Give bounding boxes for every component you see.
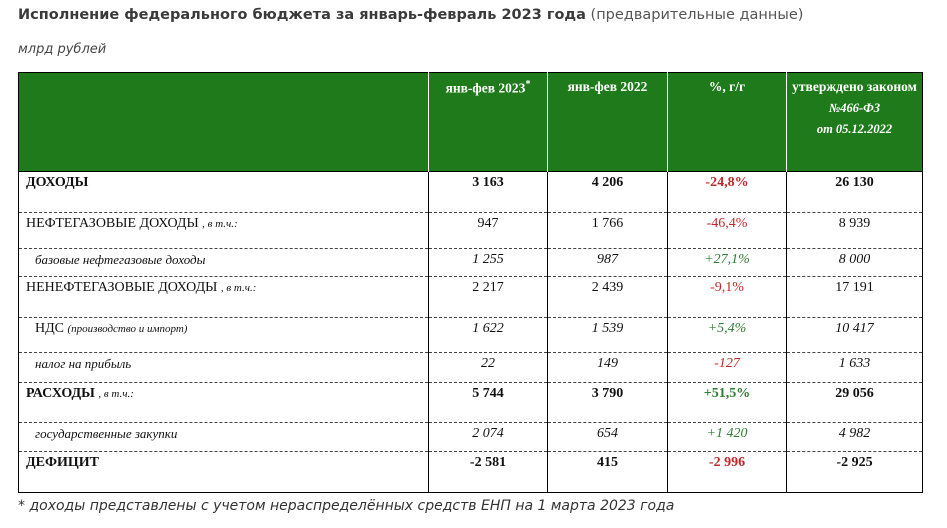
value-cell: 1 766 <box>547 212 668 249</box>
budget-table: янв-фев 2023* янв-фев 2022 %, г/г утвержден… <box>18 72 923 493</box>
label-text: НЕНЕФТЕГАЗОВЫЕ ДОХОДЫ <box>26 280 218 295</box>
label-text: базовые нефтегазовые доходы <box>35 252 206 267</box>
value-cell: +27,1% <box>667 248 787 277</box>
label-note: , в т.ч.: <box>202 218 238 230</box>
value-cell: 1 633 <box>786 352 923 383</box>
value-cell: 5 744 <box>428 382 548 423</box>
column-header: %, г/г <box>667 72 787 172</box>
value-cell: +1 420 <box>667 422 787 452</box>
table-row: НДС (производство и импорт) 1 622 1 539 +5,… <box>18 317 923 353</box>
value-cell: 2 439 <box>547 276 668 318</box>
label-note: (производство и импорт) <box>67 323 188 335</box>
value-cell: 1 622 <box>428 317 548 353</box>
label-note: , в т.ч.: <box>98 388 134 400</box>
label-text: ДЕФИЦИТ <box>26 455 100 470</box>
value-cell: 26 130 <box>786 171 923 213</box>
value-cell: 29 056 <box>786 382 923 423</box>
column-subtitle: от 05.12.2022 <box>816 122 893 136</box>
header-cell <box>18 72 429 172</box>
table-row: НЕНЕФТЕГАЗОВЫЕ ДОХОДЫ , в т.ч.: 2 217 2 43… <box>18 276 923 318</box>
value-cell: 415 <box>547 451 668 493</box>
table-row: ДЕФИЦИТ -2 581 415 -2 996 -2 925 <box>18 451 923 493</box>
title: Исполнение федерального бюджета за январ… <box>18 7 803 23</box>
value-cell: 1 255 <box>428 248 548 277</box>
column-title: янв-фев 2023 <box>445 80 526 96</box>
column-title: утверждено законом <box>792 79 917 94</box>
header-row: янв-фев 2023* янв-фев 2022 %, г/г утвержден… <box>18 72 923 172</box>
title-main: Исполнение федерального бюджета за январ… <box>18 7 586 23</box>
column-mark: * <box>525 79 531 90</box>
column-header: янв-фев 2022 <box>547 72 668 172</box>
label-text: НЕФТЕГАЗОВЫЕ ДОХОДЫ <box>26 216 199 231</box>
value-cell: 2 074 <box>428 422 548 452</box>
table-row: ДОХОДЫ 3 163 4 206 -24,8% 26 130 <box>18 171 923 213</box>
column-title: янв-фев 2022 <box>567 79 648 94</box>
value-cell: 2 217 <box>428 276 548 318</box>
column-header: утверждено законом №466-ФЗ от 05.12.2022 <box>786 72 923 172</box>
label-text: РАСХОДЫ <box>26 386 95 401</box>
footnote: * доходы представлены с учетом нераспред… <box>18 498 675 514</box>
value-cell: -24,8% <box>667 171 787 213</box>
value-cell: 4 206 <box>547 171 668 213</box>
value-cell: -2 996 <box>667 451 787 493</box>
value-cell: 1 539 <box>547 317 668 353</box>
label-note: , в т.ч.: <box>220 282 257 294</box>
table-row: базовые нефтегазовые доходы 1 255 987 +27,1… <box>18 248 923 277</box>
row-label: ДЕФИЦИТ <box>18 451 429 493</box>
value-cell: 8 939 <box>786 212 923 249</box>
row-label: государственные закупки <box>18 422 429 452</box>
value-cell: 3 163 <box>428 171 548 213</box>
table-row: налог на прибыль 22 149 -127 1 633 <box>18 352 923 383</box>
unit: млрд рублей <box>18 42 107 57</box>
value-cell: 149 <box>547 352 668 383</box>
value-cell: -46,4% <box>667 212 787 249</box>
row-label: НДС (производство и импорт) <box>18 317 429 353</box>
value-cell: -2 581 <box>428 451 548 493</box>
table-row: государственные закупки 2 074 654 +1 420 4 9… <box>18 422 923 452</box>
value-cell: +51,5% <box>667 382 787 423</box>
column-title: %, г/г <box>708 79 746 94</box>
title-note: (предварительные данные) <box>590 7 804 23</box>
row-label: ДОХОДЫ <box>18 171 429 213</box>
value-cell: -127 <box>667 352 787 383</box>
value-cell: 10 417 <box>786 317 923 353</box>
value-cell: 17 191 <box>786 276 923 318</box>
value-cell: 3 790 <box>547 382 668 423</box>
column-header: янв-фев 2023* <box>428 72 548 172</box>
label-text: государственные закупки <box>35 426 178 441</box>
label-text: налог на прибыль <box>35 356 132 371</box>
value-cell: 4 982 <box>786 422 923 452</box>
table-row: НЕФТЕГАЗОВЫЕ ДОХОДЫ , в т.ч.: 947 1 766 -46… <box>18 212 923 249</box>
value-cell: 22 <box>428 352 548 383</box>
value-cell: 947 <box>428 212 548 249</box>
value-cell: -9,1% <box>667 276 787 318</box>
row-label: НЕНЕФТЕГАЗОВЫЕ ДОХОДЫ , в т.ч.: <box>18 276 429 318</box>
row-label: РАСХОДЫ , в т.ч.: <box>18 382 429 423</box>
column-subtitle: №466-ФЗ <box>828 101 881 115</box>
label-text: НДС <box>35 321 64 336</box>
label-text: ДОХОДЫ <box>26 175 89 190</box>
value-cell: -2 925 <box>786 451 923 493</box>
table-row: РАСХОДЫ , в т.ч.: 5 744 3 790 +51,5% 29 056 <box>18 382 923 423</box>
table-body: ДОХОДЫ 3 163 4 206 -24,8% 26 130 НЕФТЕГАЗОВЫЕ… <box>18 171 923 493</box>
value-cell: 654 <box>547 422 668 452</box>
value-cell: 987 <box>547 248 668 277</box>
value-cell: +5,4% <box>667 317 787 353</box>
row-label: налог на прибыль <box>18 352 429 383</box>
row-label: базовые нефтегазовые доходы <box>18 248 429 277</box>
value-cell: 8 000 <box>786 248 923 277</box>
row-label: НЕФТЕГАЗОВЫЕ ДОХОДЫ , в т.ч.: <box>18 212 429 249</box>
